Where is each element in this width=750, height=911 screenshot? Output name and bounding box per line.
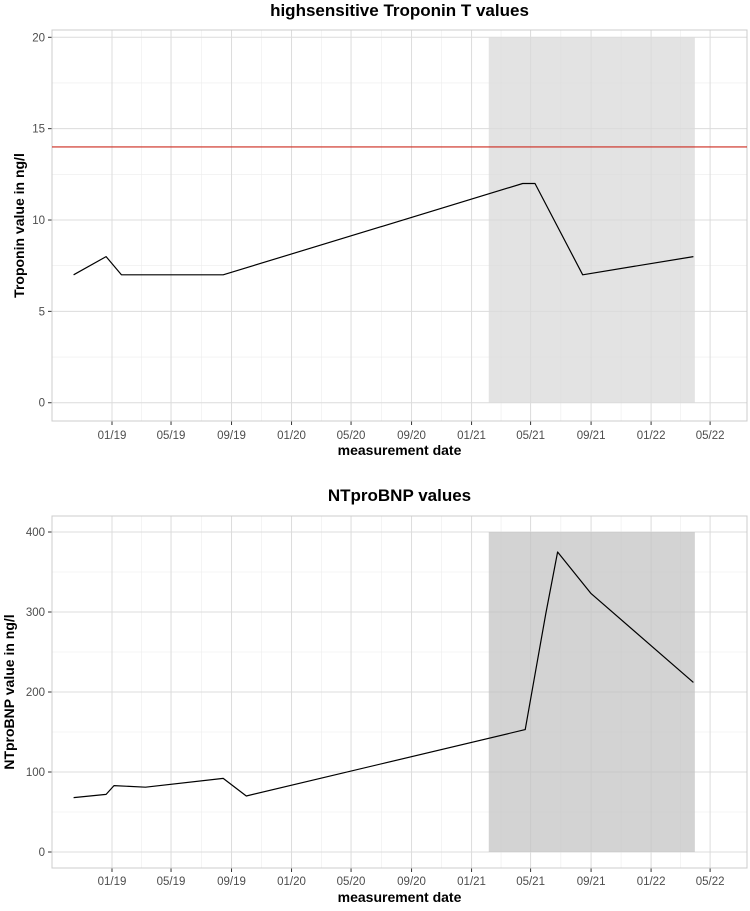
y-tick-label: 0 bbox=[39, 398, 45, 410]
x-tick-label: 01/21 bbox=[457, 876, 486, 888]
x-tick-label: 05/22 bbox=[696, 876, 725, 888]
y-axis-label: Troponin value in ng/l bbox=[11, 153, 27, 298]
x-tick-label: 09/19 bbox=[217, 430, 246, 442]
y-tick-label: 0 bbox=[39, 847, 45, 859]
x-tick-label: 01/20 bbox=[277, 430, 306, 442]
x-tick-label: 01/19 bbox=[98, 876, 127, 888]
x-tick-label: 05/21 bbox=[516, 876, 545, 888]
x-tick-label: 09/21 bbox=[577, 876, 606, 888]
shaded-region bbox=[489, 532, 695, 852]
x-tick-label: 09/20 bbox=[397, 430, 426, 442]
x-tick-label: 05/20 bbox=[337, 430, 366, 442]
y-tick-label: 15 bbox=[32, 124, 45, 136]
y-tick-label: 5 bbox=[39, 306, 45, 318]
x-tick-label: 09/19 bbox=[217, 876, 246, 888]
x-tick-label: 01/20 bbox=[277, 876, 306, 888]
y-tick-label: 400 bbox=[26, 527, 45, 539]
y-axis-label: NTproBNP value in ng/l bbox=[1, 614, 17, 769]
x-tick-label: 05/19 bbox=[157, 430, 186, 442]
y-tick-label: 10 bbox=[32, 215, 45, 227]
x-tick-label: 01/22 bbox=[637, 876, 666, 888]
x-axis-label: measurement date bbox=[338, 889, 462, 905]
x-tick-label: 09/20 bbox=[397, 876, 426, 888]
x-tick-label: 01/19 bbox=[98, 430, 127, 442]
chart-2: 0 100 200 300 400 01/19 05/19 09/19 01/20 05/20 09… bbox=[1, 486, 747, 905]
x-tick-label: 05/21 bbox=[516, 430, 545, 442]
x-tick-label: 05/22 bbox=[696, 430, 725, 442]
shaded-region bbox=[489, 37, 695, 402]
y-tick-label: 100 bbox=[26, 767, 45, 779]
x-axis-label: measurement date bbox=[338, 442, 462, 458]
chart-title: highsensitive Troponin T values bbox=[270, 1, 529, 20]
chart-title: NTproBNP values bbox=[328, 486, 471, 505]
y-tick-label: 200 bbox=[26, 687, 45, 699]
y-tick-label: 20 bbox=[32, 32, 45, 44]
y-tick-label: 300 bbox=[26, 607, 45, 619]
x-tick-label: 09/21 bbox=[577, 430, 606, 442]
x-tick-label: 05/19 bbox=[157, 876, 186, 888]
chart-1: 0 5 10 15 20 01/19 05/19 09/19 01/20 05/20 09/20 01… bbox=[11, 1, 747, 458]
x-tick-label: 01/22 bbox=[637, 430, 666, 442]
x-tick-label: 01/21 bbox=[457, 430, 486, 442]
x-tick-label: 05/20 bbox=[337, 876, 366, 888]
